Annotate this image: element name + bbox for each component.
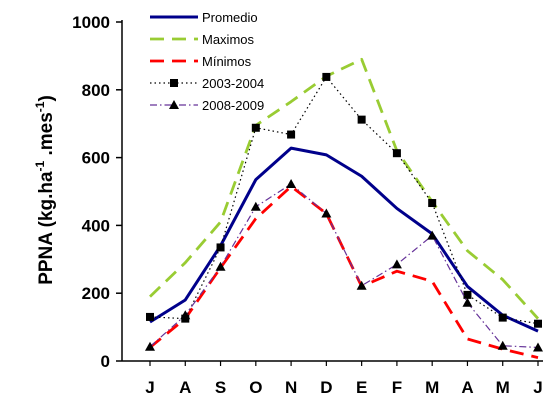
legend-label: Mínimos <box>202 54 252 69</box>
x-tick-label: D <box>320 378 332 397</box>
y-tick-label: 800 <box>82 81 110 100</box>
y-tick-label: 200 <box>82 284 110 303</box>
data-point <box>462 297 473 307</box>
data-point <box>392 149 401 158</box>
data-point <box>498 313 507 322</box>
data-point <box>286 179 297 189</box>
data-point <box>145 341 155 351</box>
y-tick-label: 0 <box>101 352 110 371</box>
data-point <box>427 230 438 240</box>
series-line-m-nimos <box>149 185 539 359</box>
legend-label: 2003-2004 <box>202 76 264 91</box>
legend-label: Promedio <box>202 10 258 25</box>
data-point <box>215 261 226 271</box>
data-point <box>216 243 225 252</box>
x-tick-label: N <box>285 378 297 397</box>
x-tick-label: O <box>249 378 262 397</box>
y-tick-label: 1000 <box>72 13 110 32</box>
data-point <box>428 199 437 208</box>
y-tick-label: 400 <box>82 216 110 235</box>
data-point <box>146 312 154 321</box>
data-point <box>321 208 332 218</box>
series-line-2003-2004 <box>149 76 539 325</box>
axes: 0 200 400 600 800 1000 J A S O N D E F M A M J <box>72 13 543 397</box>
data-point <box>533 342 543 352</box>
data-point <box>180 310 191 320</box>
data-point <box>356 280 367 290</box>
data-point <box>251 123 260 132</box>
legend-marker <box>169 100 179 109</box>
data-point <box>534 319 542 328</box>
x-tick-label: M <box>425 378 439 397</box>
data-point <box>287 130 296 139</box>
data-point <box>497 340 508 350</box>
x-tick-label: S <box>215 378 226 397</box>
x-tick-label: A <box>179 378 191 397</box>
y-axis-title: PPNA (kg.ha-1 .mes-1) <box>33 95 57 285</box>
data-point <box>357 115 366 124</box>
legend-label: Maximos <box>202 32 255 47</box>
legend-label: 2008-2009 <box>202 98 264 113</box>
data-point <box>463 290 472 299</box>
x-tick-label: A <box>461 378 473 397</box>
series-line-promedio <box>149 146 539 333</box>
data-point <box>322 72 331 81</box>
data-point <box>391 259 402 269</box>
y-tick-label: 600 <box>82 149 110 168</box>
series-line-2008-2009 <box>149 183 539 349</box>
x-tick-label: E <box>356 378 367 397</box>
plot-area <box>145 57 543 359</box>
series-line-maximos <box>149 57 540 320</box>
x-tick-label: F <box>392 378 402 397</box>
legend: Promedio Maximos Mínimos 2003-2004 2008-2009 <box>150 10 264 113</box>
data-point <box>250 201 261 211</box>
x-tick-label: M <box>496 378 510 397</box>
x-tick-label: J <box>145 378 154 397</box>
legend-marker <box>170 79 178 87</box>
x-tick-label: J <box>533 378 542 397</box>
